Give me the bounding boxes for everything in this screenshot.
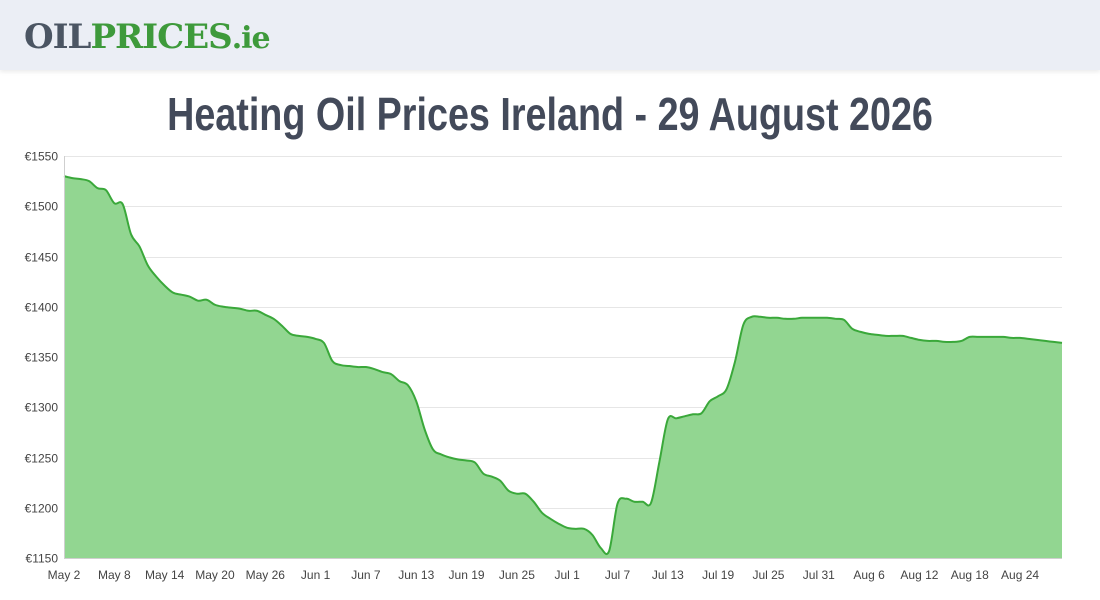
y-tick-label: €1200 bbox=[25, 502, 59, 516]
x-tick-label: May 8 bbox=[98, 568, 131, 582]
y-tick-label: €1450 bbox=[25, 251, 59, 265]
x-tick-labels: May 2 May 8 May 14 May 20 May 26 Jun 1 Jun 7 Ju… bbox=[48, 568, 1040, 582]
x-tick-label: Jul 1 bbox=[555, 568, 581, 582]
x-tick-label: Jun 19 bbox=[449, 568, 485, 582]
y-tick-labels: €1150 €1200 €1250 €1300 €1350 €1400 €1450 €1500… bbox=[25, 150, 59, 566]
x-tick-label: Aug 12 bbox=[900, 568, 938, 582]
x-tick-label: Jul 7 bbox=[605, 568, 631, 582]
x-tick-label: Jul 19 bbox=[702, 568, 734, 582]
y-tick-label: €1550 bbox=[25, 150, 59, 164]
y-tick-label: €1400 bbox=[25, 301, 59, 315]
x-tick-label: Jun 13 bbox=[398, 568, 434, 582]
y-tick-label: €1150 bbox=[26, 552, 59, 566]
x-tick-label: Jul 25 bbox=[752, 568, 784, 582]
x-tick-label: Aug 24 bbox=[1001, 568, 1039, 582]
x-tick-label: Jun 25 bbox=[499, 568, 535, 582]
x-tick-label: May 2 bbox=[48, 568, 81, 582]
x-tick-label: May 26 bbox=[246, 568, 286, 582]
site-logo[interactable]: OILPRICES.ie bbox=[24, 14, 271, 62]
y-tick-label: €1500 bbox=[25, 200, 59, 214]
x-tick-label: Jun 7 bbox=[351, 568, 381, 582]
x-tick-label: Aug 6 bbox=[853, 568, 885, 582]
y-tick-label: €1250 bbox=[25, 452, 59, 466]
x-tick-label: May 20 bbox=[195, 568, 235, 582]
x-tick-label: Aug 18 bbox=[951, 568, 989, 582]
price-line bbox=[63, 175, 1063, 555]
y-tick-label: €1300 bbox=[25, 401, 59, 415]
x-tick-label: Jul 13 bbox=[652, 568, 684, 582]
logo-text-oil: OIL bbox=[24, 17, 91, 57]
y-tick-label: €1350 bbox=[25, 351, 59, 365]
price-area bbox=[63, 175, 1063, 558]
price-area-fill bbox=[64, 176, 1062, 558]
x-tick-label: May 14 bbox=[145, 568, 185, 582]
top-bar: OILPRICES.ie bbox=[0, 0, 1100, 70]
logo-text-domain: .ie bbox=[231, 21, 271, 56]
x-tick-label: Jun 1 bbox=[301, 568, 331, 582]
page-title: Heating Oil Prices Ireland - 29 August 2… bbox=[167, 88, 933, 140]
logo-text-prices: PRICES bbox=[90, 17, 232, 57]
axes bbox=[64, 156, 1062, 559]
x-tick-label: Jul 31 bbox=[803, 568, 835, 582]
